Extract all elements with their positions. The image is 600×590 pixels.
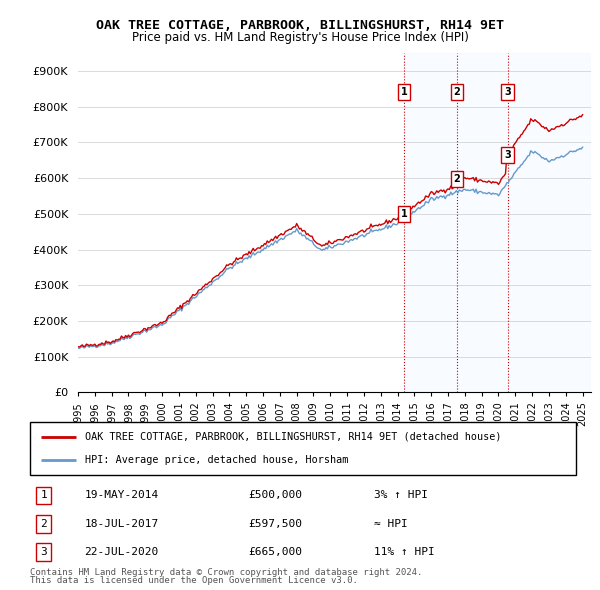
Text: 3: 3 — [504, 150, 511, 160]
Text: Price paid vs. HM Land Registry's House Price Index (HPI): Price paid vs. HM Land Registry's House … — [131, 31, 469, 44]
Text: 1: 1 — [401, 209, 407, 219]
Text: 19-MAY-2014: 19-MAY-2014 — [85, 490, 159, 500]
Text: 2: 2 — [40, 519, 47, 529]
Text: 2: 2 — [454, 174, 460, 184]
Text: Contains HM Land Registry data © Crown copyright and database right 2024.: Contains HM Land Registry data © Crown c… — [30, 568, 422, 577]
Text: ≈ HPI: ≈ HPI — [374, 519, 408, 529]
Bar — [404, 53, 591, 392]
Text: OAK TREE COTTAGE, PARBROOK, BILLINGSHURST, RH14 9ET (detached house): OAK TREE COTTAGE, PARBROOK, BILLINGSHURS… — [85, 432, 501, 442]
Text: 1: 1 — [401, 87, 407, 97]
Text: 3% ↑ HPI: 3% ↑ HPI — [374, 490, 428, 500]
Text: 3: 3 — [40, 547, 47, 557]
Text: This data is licensed under the Open Government Licence v3.0.: This data is licensed under the Open Gov… — [30, 576, 358, 585]
Text: £500,000: £500,000 — [248, 490, 302, 500]
Text: 11% ↑ HPI: 11% ↑ HPI — [374, 547, 435, 557]
Text: 18-JUL-2017: 18-JUL-2017 — [85, 519, 159, 529]
Text: 1: 1 — [40, 490, 47, 500]
Text: 22-JUL-2020: 22-JUL-2020 — [85, 547, 159, 557]
FancyBboxPatch shape — [30, 422, 576, 475]
Text: OAK TREE COTTAGE, PARBROOK, BILLINGSHURST, RH14 9ET: OAK TREE COTTAGE, PARBROOK, BILLINGSHURS… — [96, 19, 504, 32]
Text: 2: 2 — [454, 87, 460, 97]
Text: 3: 3 — [504, 87, 511, 97]
Text: HPI: Average price, detached house, Horsham: HPI: Average price, detached house, Hors… — [85, 455, 348, 465]
Text: £665,000: £665,000 — [248, 547, 302, 557]
Text: £597,500: £597,500 — [248, 519, 302, 529]
